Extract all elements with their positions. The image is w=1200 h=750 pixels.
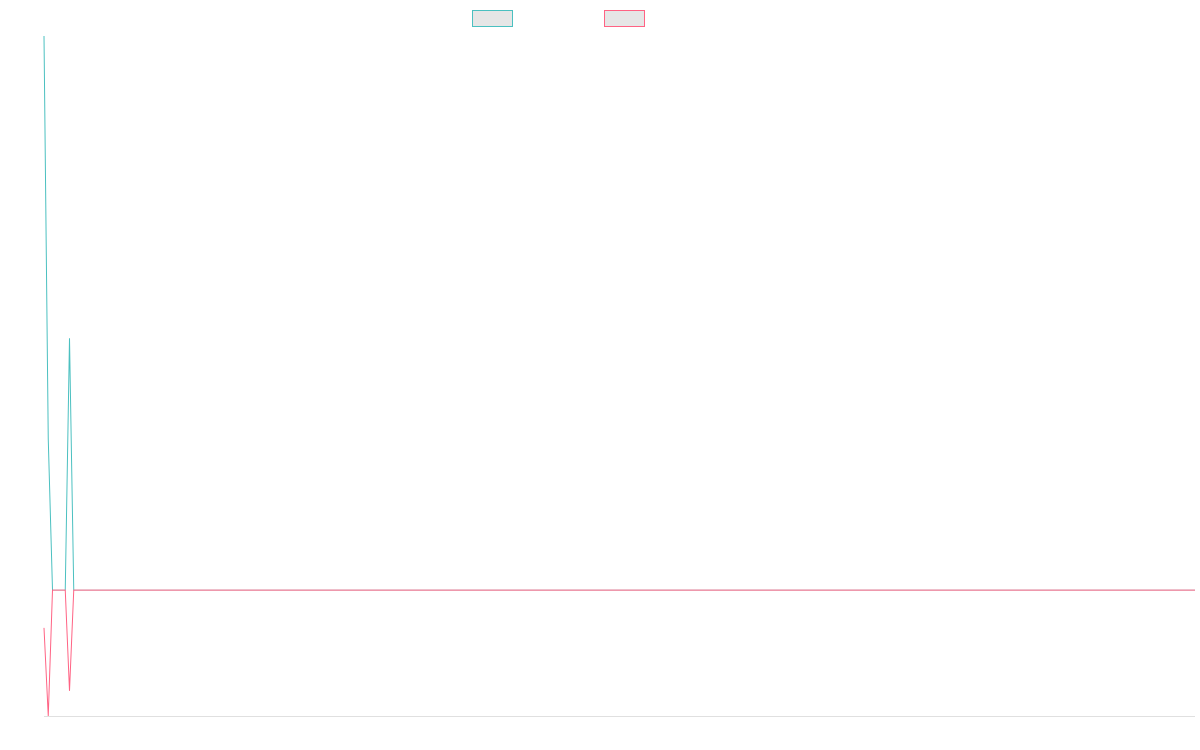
series-line-1 [43,35,1195,591]
legend-swatch-1[interactable] [472,10,513,27]
legend[interactable] [472,10,645,27]
series-line-2 [43,589,1195,717]
plot-area [43,35,1195,717]
legend-swatch-2[interactable] [604,10,645,27]
legend-item-1[interactable] [472,10,513,27]
legend-item-2[interactable] [604,10,645,27]
